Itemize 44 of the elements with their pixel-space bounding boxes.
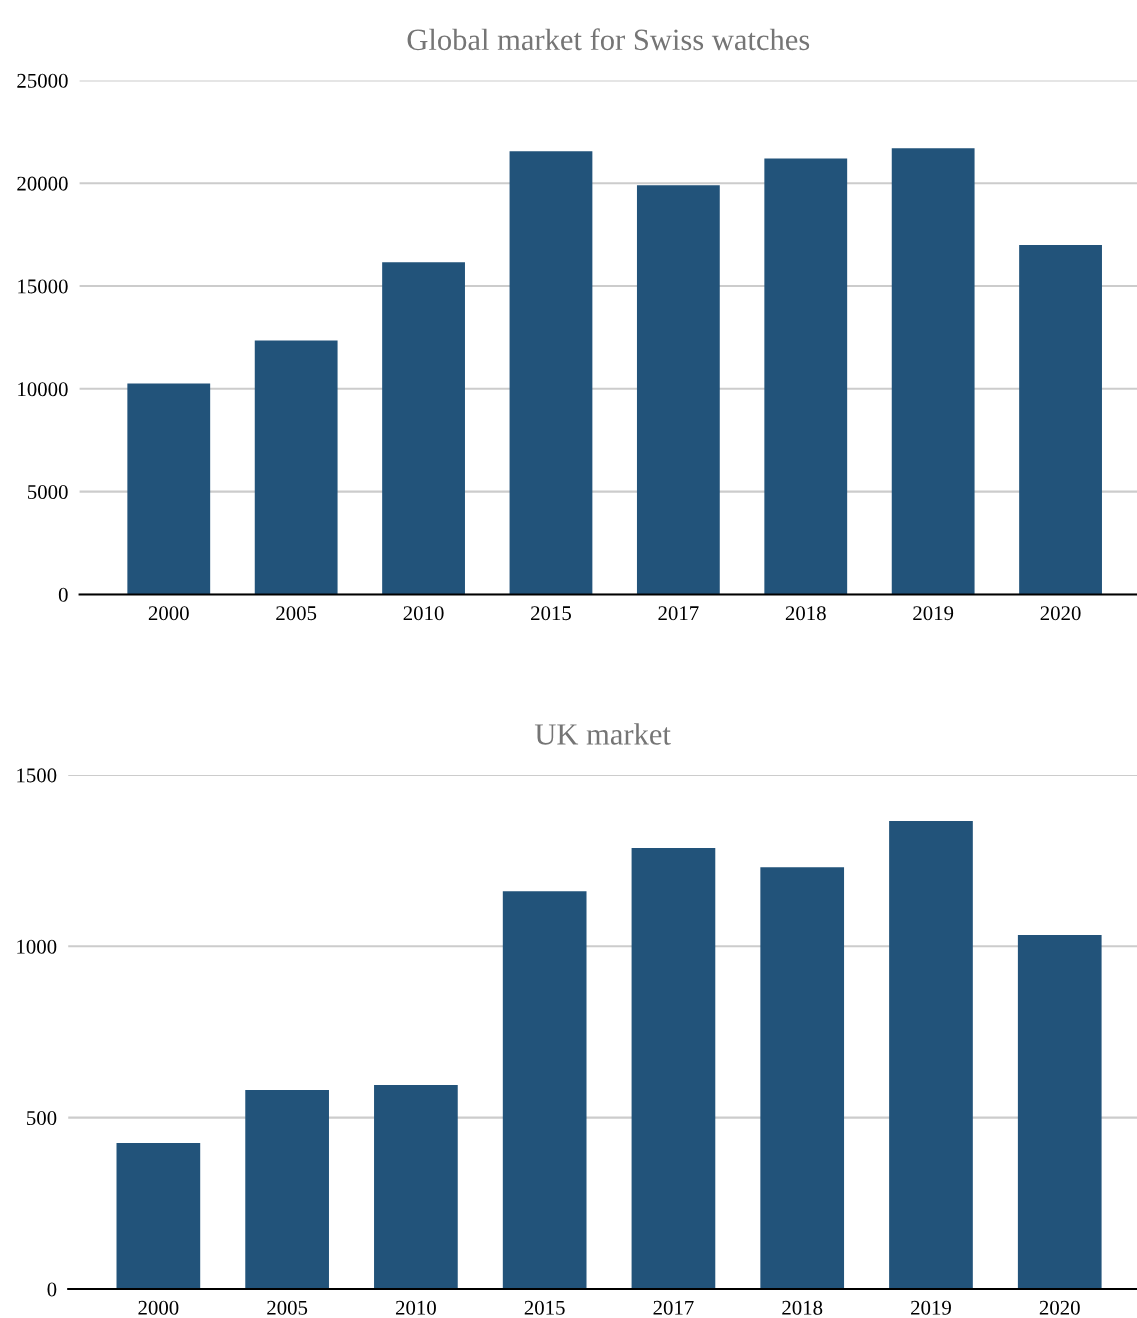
y-tick-label: 1500 xyxy=(17,768,57,783)
bar xyxy=(889,820,973,1289)
x-tick-label: 2000 xyxy=(148,606,189,621)
x-tick-label: 2018 xyxy=(782,1300,823,1315)
x-tick-label: 2020 xyxy=(1039,1300,1080,1315)
x-tick-label: 2010 xyxy=(403,606,444,621)
y-tick-label: 5000 xyxy=(28,484,68,500)
bar xyxy=(254,340,338,595)
x-tick-label: 2010 xyxy=(395,1300,436,1315)
y-tick-label: 25000 xyxy=(17,73,68,88)
bar xyxy=(631,847,716,1289)
y-tick-label: 500 xyxy=(27,1111,57,1126)
chart-title: Global market for Swiss watches xyxy=(407,28,810,51)
x-tick-label: 2005 xyxy=(276,606,317,621)
x-tick-label: 2017 xyxy=(658,606,699,621)
x-tick-label: 2018 xyxy=(785,606,826,621)
x-tick-label: 2020 xyxy=(1040,606,1081,621)
y-tick-label: 10000 xyxy=(18,382,68,397)
y-tick-label: 20000 xyxy=(17,176,68,191)
y-tick-label: 0 xyxy=(58,587,68,602)
bar xyxy=(509,151,593,595)
bar xyxy=(1019,244,1102,595)
x-tick-label: 2017 xyxy=(653,1300,694,1315)
bar xyxy=(1017,935,1102,1289)
x-tick-label: 2019 xyxy=(911,1300,951,1315)
y-tick-label: 1000 xyxy=(17,939,57,954)
bar xyxy=(760,867,845,1289)
bar xyxy=(382,262,465,595)
bar xyxy=(116,1143,201,1289)
bar xyxy=(891,148,975,595)
bar xyxy=(374,1085,458,1289)
bar xyxy=(245,1089,329,1289)
bar xyxy=(502,891,587,1289)
x-tick-label: 2000 xyxy=(138,1300,179,1315)
x-tick-label: 2015 xyxy=(524,1300,565,1315)
y-tick-label: 0 xyxy=(47,1282,57,1297)
y-tick-label: 15000 xyxy=(18,279,68,294)
x-tick-label: 2019 xyxy=(913,606,954,621)
x-tick-label: 2015 xyxy=(531,606,571,621)
bar xyxy=(764,158,848,595)
bar xyxy=(127,383,211,595)
x-tick-label: 2005 xyxy=(267,1300,308,1315)
bar xyxy=(636,185,720,595)
chart-title: UK market xyxy=(534,723,671,745)
